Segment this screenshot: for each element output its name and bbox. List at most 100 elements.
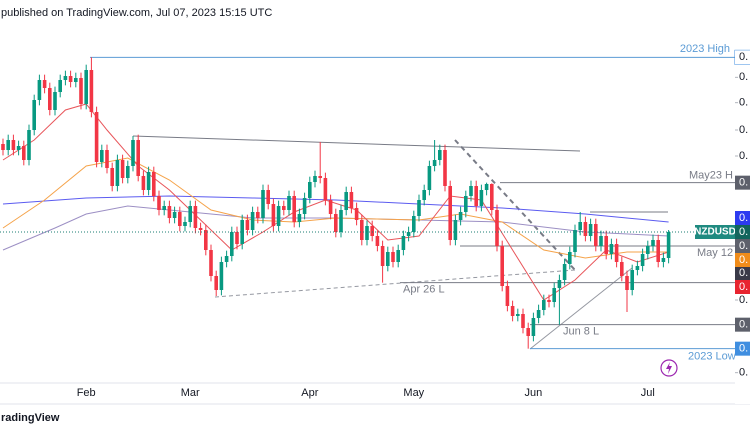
level-price-label: 0. (739, 177, 748, 189)
candle-body (464, 196, 468, 212)
indicator-price-box (735, 280, 750, 294)
alert-icon (660, 359, 678, 377)
candle-body (32, 100, 36, 130)
candle-body (74, 78, 78, 82)
candle-body (120, 160, 125, 178)
indicator-price-box (735, 253, 750, 267)
candle-body (193, 206, 198, 228)
candle-body (302, 198, 307, 214)
x-tick-label: Jul (641, 387, 655, 399)
candle-body (224, 256, 229, 262)
candle-body (37, 80, 42, 100)
candle-body (292, 196, 296, 222)
candle-body (484, 184, 489, 190)
x-tick-label: Jun (525, 387, 543, 399)
level-label: 2023 High (680, 43, 730, 55)
candle-body (531, 318, 536, 336)
footer: radingView (1, 412, 60, 424)
candle-body (422, 190, 426, 200)
candle-body (365, 226, 369, 240)
level-price-box (735, 50, 750, 65)
candle-body (604, 236, 608, 254)
candle-body (620, 262, 624, 276)
moving-average (2, 195, 669, 223)
candle-body (360, 220, 364, 240)
candle-body (162, 206, 166, 210)
candle-body (152, 172, 156, 196)
candle-body (401, 236, 406, 250)
candle-body (271, 204, 276, 226)
candle-body (666, 232, 671, 258)
candle-body (599, 236, 603, 246)
candle-body (308, 182, 312, 198)
candle-body (209, 250, 213, 276)
candle-body (183, 222, 187, 226)
candle-body (42, 80, 47, 88)
candle-body (479, 190, 484, 206)
candle-body (469, 186, 473, 196)
candle-body (256, 212, 260, 218)
y-tick-label: 0. (739, 367, 748, 379)
candle-body (505, 286, 510, 306)
candle-body (261, 190, 265, 218)
y-tick-label: 0. (739, 71, 748, 83)
candle-body (214, 276, 218, 290)
candle-body (417, 200, 421, 216)
candle-body (500, 246, 504, 286)
candle-body (318, 176, 322, 178)
candle-body (380, 246, 385, 266)
candle-body (526, 328, 530, 336)
y-tick-label: 0. (739, 124, 748, 136)
trend-line (132, 135, 581, 152)
candle-body (58, 80, 62, 92)
candle-body (63, 76, 68, 80)
indicator-price-label: 0. (739, 281, 748, 293)
candle-body (105, 150, 109, 168)
candle-body (354, 208, 359, 220)
moving-average (2, 157, 669, 259)
current-price-box (735, 225, 750, 239)
trend-line (529, 267, 633, 350)
candle-body (588, 224, 593, 236)
candle-body (453, 220, 458, 240)
candle-body (136, 140, 140, 176)
level-label: 2023 Low (688, 351, 736, 363)
candle-body (594, 224, 598, 246)
indicator-price-box (735, 266, 750, 280)
candle-body (474, 186, 478, 206)
candle-body (573, 230, 577, 252)
candle-body (323, 178, 328, 200)
level-price-box (735, 317, 750, 332)
candle-body (141, 176, 146, 190)
candle-body (167, 206, 172, 218)
level-price-box (735, 239, 750, 253)
candle-body (157, 196, 161, 210)
candle-body (328, 200, 333, 214)
candle-body (84, 70, 88, 104)
candle-body (188, 206, 192, 222)
y-tick-label: 0. (739, 150, 748, 162)
candle-body (516, 314, 520, 316)
candle-body (583, 222, 588, 236)
candle-body (22, 146, 26, 160)
level-price-label: 0. (739, 319, 748, 331)
level-label: Jun 8 L (563, 326, 599, 338)
candle-body (391, 252, 395, 262)
level-price-box (735, 341, 750, 356)
trend-line (214, 269, 576, 298)
indicator-price-label: 0. (739, 212, 748, 224)
candle-body (370, 226, 374, 236)
candle-body (510, 306, 515, 316)
candle-body (536, 310, 541, 318)
candle-body (349, 192, 354, 208)
candle-body (614, 244, 619, 262)
trend-line (454, 139, 576, 271)
candle-body (230, 232, 234, 256)
candle-body (204, 230, 208, 250)
candle-body (640, 254, 645, 266)
current-price-label: 0. (739, 226, 748, 238)
candle-body (235, 232, 239, 244)
candle-body (68, 76, 73, 82)
candle-body (266, 190, 270, 204)
